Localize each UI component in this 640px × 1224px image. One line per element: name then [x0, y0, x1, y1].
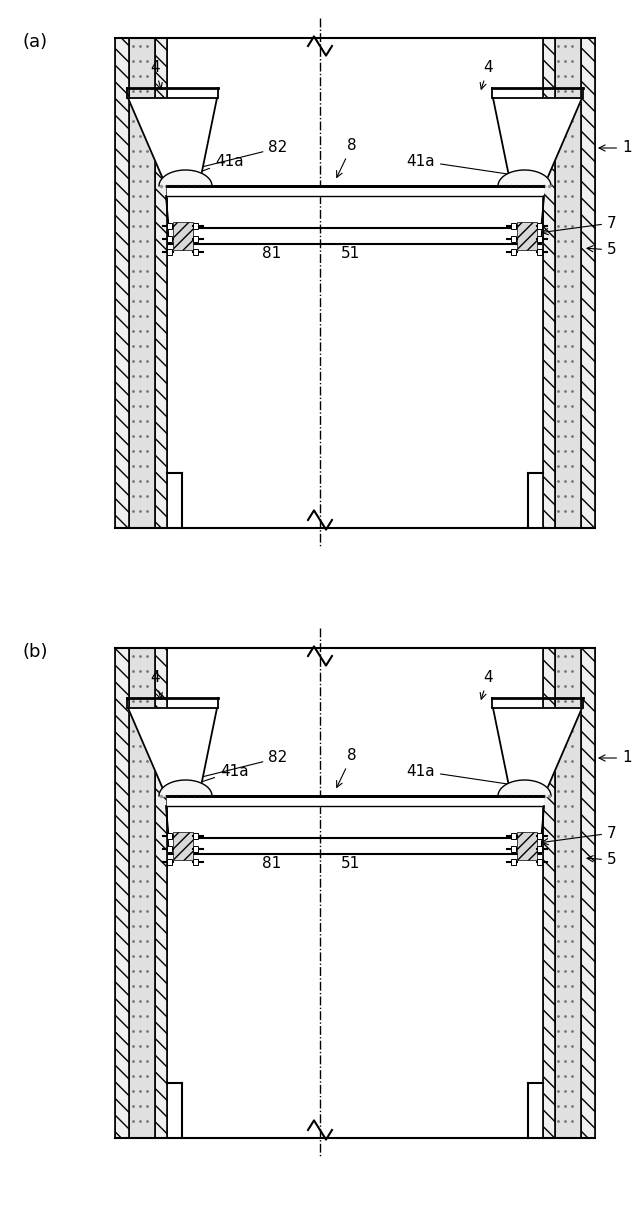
Text: 8: 8 [337, 749, 356, 787]
Bar [193, 223, 198, 229]
Text: 4: 4 [480, 671, 493, 699]
Polygon shape [493, 98, 582, 186]
Text: 4: 4 [150, 60, 162, 89]
Bar [511, 236, 516, 242]
Bar [537, 846, 542, 852]
Bar [543, 38, 555, 528]
Bar [173, 222, 193, 250]
Bar [511, 859, 516, 865]
Text: 82: 82 [170, 141, 287, 176]
Text: 82: 82 [170, 750, 287, 787]
Polygon shape [493, 707, 582, 796]
Polygon shape [128, 98, 217, 186]
Bar [193, 846, 198, 852]
Bar [555, 647, 581, 1138]
Bar [511, 846, 516, 852]
Bar [581, 647, 595, 1138]
Bar [193, 248, 198, 255]
Text: 4: 4 [480, 60, 493, 89]
Text: 7: 7 [542, 215, 616, 235]
Bar [517, 222, 537, 250]
Text: 41a: 41a [193, 153, 244, 175]
Bar [511, 248, 516, 255]
Bar [193, 236, 198, 242]
Bar [167, 859, 172, 865]
Text: 51: 51 [340, 246, 360, 261]
Bar [537, 834, 542, 838]
Text: 1: 1 [599, 141, 632, 155]
Bar [167, 846, 172, 852]
Bar [129, 38, 155, 528]
Bar [129, 647, 155, 1138]
Text: 41a: 41a [193, 764, 248, 786]
Bar [537, 223, 542, 229]
Polygon shape [128, 707, 217, 796]
Text: 51: 51 [340, 856, 360, 870]
Bar [537, 859, 542, 865]
Text: 81: 81 [262, 856, 282, 870]
Text: 5: 5 [587, 242, 616, 257]
Bar [543, 647, 555, 1138]
Bar [555, 38, 581, 528]
Bar [517, 832, 537, 860]
Bar [155, 38, 167, 528]
Text: 4: 4 [150, 671, 162, 699]
Bar [537, 236, 542, 242]
Text: 41a: 41a [406, 764, 517, 787]
Text: 5: 5 [587, 852, 616, 868]
Bar [167, 248, 172, 255]
Bar [581, 38, 595, 528]
Text: (a): (a) [22, 33, 47, 51]
Bar [167, 834, 172, 838]
Text: 41a: 41a [406, 153, 517, 177]
Text: (b): (b) [22, 643, 47, 661]
Bar [155, 647, 167, 1138]
Polygon shape [167, 796, 543, 805]
Bar [115, 38, 129, 528]
Bar [167, 236, 172, 242]
Bar [511, 223, 516, 229]
Text: 1: 1 [599, 750, 632, 765]
Bar [115, 647, 129, 1138]
Bar [193, 834, 198, 838]
Bar [193, 859, 198, 865]
Bar [511, 834, 516, 838]
Text: 7: 7 [542, 825, 616, 845]
Bar [173, 832, 193, 860]
Bar [537, 248, 542, 255]
Polygon shape [167, 186, 543, 196]
Text: 81: 81 [262, 246, 282, 261]
Text: 8: 8 [337, 138, 356, 177]
Bar [167, 223, 172, 229]
